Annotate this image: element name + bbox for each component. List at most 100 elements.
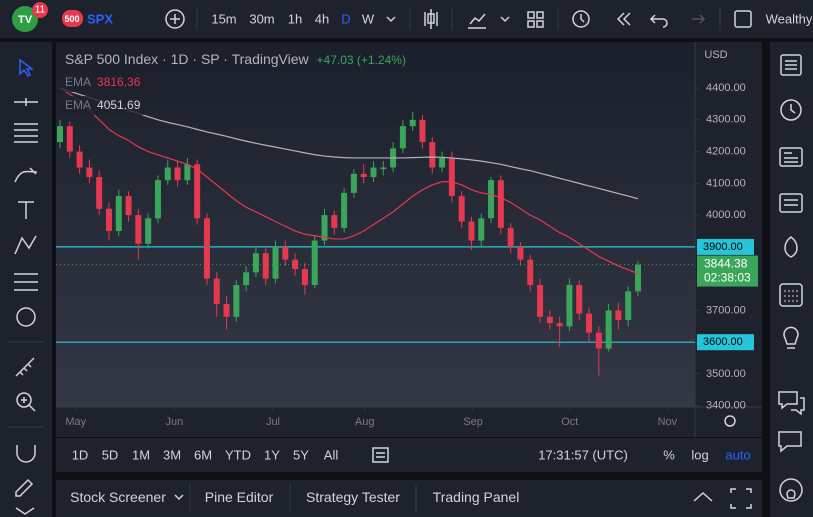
- news[interactable]: [779, 147, 803, 167]
- alert[interactable]: [572, 10, 590, 28]
- interval[interactable]: D: [341, 11, 351, 27]
- last-price-bg: [697, 255, 758, 287]
- range[interactable]: 3M: [162, 447, 182, 463]
- range[interactable]: YTD: [225, 447, 251, 463]
- left-toolbar: [0, 42, 52, 517]
- candle-body: [595, 332, 602, 349]
- range[interactable]: 5D: [101, 447, 119, 463]
- right-sidebar: [770, 42, 813, 517]
- chart-type[interactable]: [424, 9, 438, 29]
- legend-value: 3816.36: [97, 75, 141, 89]
- scale-option[interactable]: auto: [725, 447, 751, 463]
- candle-body: [282, 246, 289, 260]
- messages[interactable]: [778, 431, 802, 453]
- prediction-tool[interactable]: [14, 273, 38, 291]
- text-tool[interactable]: [18, 201, 34, 219]
- x-tick-label: Aug: [355, 416, 375, 428]
- candle-body: [497, 180, 504, 228]
- range[interactable]: 5Y: [293, 447, 309, 463]
- screener-menu[interactable]: [174, 494, 184, 501]
- legend-value: 4051.69: [97, 98, 141, 112]
- magnet-tool[interactable]: [16, 445, 36, 463]
- tab[interactable]: Trading Panel: [432, 489, 520, 505]
- legend-item[interactable]: EMA 3816.36: [59, 73, 147, 92]
- interval[interactable]: 30m: [249, 11, 275, 27]
- symbol[interactable]: SPX: [86, 11, 114, 27]
- expand[interactable]: [730, 488, 752, 509]
- legend-item[interactable]: EMA 4051.69: [59, 96, 147, 115]
- scale-option[interactable]: log: [691, 447, 709, 463]
- y-tick-label: 4000.00: [706, 209, 746, 221]
- tips[interactable]: [783, 326, 799, 349]
- help-bulb: [786, 489, 796, 499]
- range[interactable]: 1Y: [264, 447, 280, 463]
- watchlist[interactable]: [780, 54, 802, 76]
- source: TradingView: [231, 51, 309, 67]
- alerts[interactable]: [780, 99, 802, 121]
- lock-tool[interactable]: [15, 478, 34, 497]
- bottom-icons: [174, 484, 752, 513]
- interval-menu[interactable]: [386, 16, 396, 23]
- trend-line-tool[interactable]: [14, 98, 38, 106]
- calendar-lines: [784, 199, 798, 206]
- tab[interactable]: Strategy Tester: [306, 489, 400, 505]
- clock[interactable]: 17:31:57 (UTC): [538, 447, 628, 463]
- price-label: 3900.00: [703, 241, 743, 253]
- watchlist-lines: [785, 60, 797, 70]
- y-tick-label: 3700.00: [706, 304, 746, 316]
- account[interactable]: Wealthy: [765, 11, 813, 27]
- fib-tool[interactable]: [14, 123, 38, 143]
- currency[interactable]: USD: [704, 49, 728, 61]
- settings[interactable]: [724, 415, 736, 427]
- range[interactable]: All: [323, 447, 339, 463]
- candle-body: [272, 246, 279, 279]
- fullscreen[interactable]: [734, 10, 752, 28]
- date-range-icon[interactable]: [370, 446, 392, 464]
- chart-type-body: [427, 13, 435, 24]
- candle-body: [439, 157, 446, 168]
- measure-tool[interactable]: [15, 357, 35, 377]
- interval[interactable]: W: [361, 11, 375, 27]
- layouts[interactable]: [527, 11, 544, 28]
- candle-body: [399, 126, 406, 149]
- tab[interactable]: Pine Editor: [204, 489, 274, 505]
- cursor-tool[interactable]: [19, 58, 35, 77]
- pattern-tool[interactable]: [14, 235, 37, 255]
- candle-body: [154, 180, 161, 219]
- candle-body: [478, 218, 485, 241]
- collapse-toolbar[interactable]: [15, 507, 35, 515]
- icon-tool[interactable]: [16, 307, 36, 327]
- scale-option[interactable]: %: [663, 447, 675, 463]
- indicators[interactable]: [468, 13, 486, 29]
- chats[interactable]: [778, 391, 805, 416]
- logo[interactable]: [12, 6, 38, 32]
- notification-badge: [32, 2, 48, 18]
- range[interactable]: 1D: [71, 447, 89, 463]
- range[interactable]: 6M: [193, 447, 213, 463]
- y-tick-label: 3400.00: [706, 400, 746, 412]
- interval[interactable]: 1h: [287, 11, 303, 27]
- interval[interactable]: 4h: [314, 11, 330, 27]
- range[interactable]: 1M: [131, 447, 151, 463]
- candle-body: [380, 167, 387, 170]
- hotlists[interactable]: [784, 236, 798, 258]
- tab[interactable]: Stock Screener: [70, 489, 166, 505]
- plot-background: [56, 42, 695, 407]
- replay[interactable]: [616, 12, 631, 26]
- add-symbol[interactable]: [165, 9, 185, 29]
- undo[interactable]: [649, 14, 668, 28]
- help[interactable]: [779, 478, 803, 502]
- top-bar: [0, 0, 813, 38]
- calendar[interactable]: [779, 193, 803, 213]
- indicators-menu[interactable]: [500, 16, 510, 23]
- interval[interactable]: 15m: [211, 11, 237, 27]
- maximize-panel[interactable]: [693, 491, 713, 502]
- ideas[interactable]: [779, 283, 803, 307]
- price-label-bg: [697, 238, 754, 255]
- y-tick-label: 4400.00: [706, 82, 746, 94]
- candle-body: [125, 196, 132, 216]
- zoom-tool[interactable]: [16, 392, 32, 408]
- bottom-panel: [56, 480, 762, 517]
- brush-tool[interactable]: [14, 167, 38, 183]
- y-tick-label: 4200.00: [706, 146, 746, 158]
